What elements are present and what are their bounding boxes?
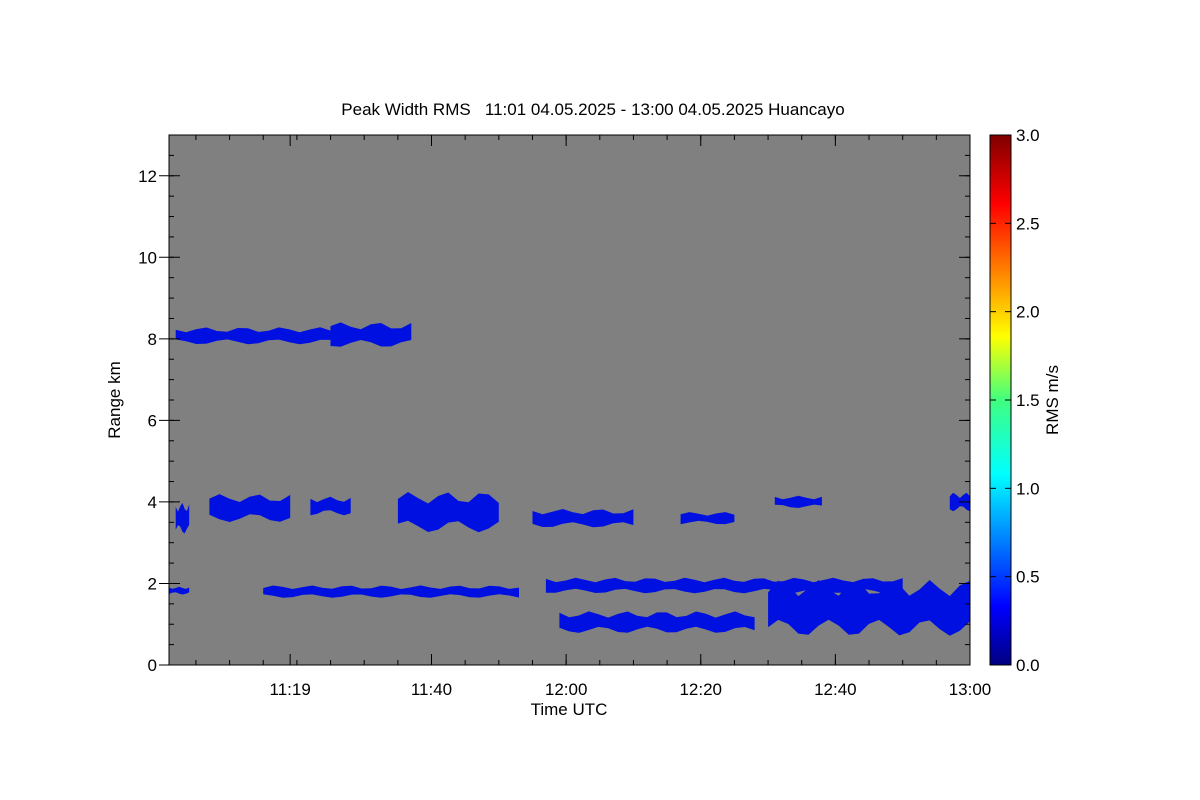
x-tick-label: 11:19 bbox=[270, 680, 311, 699]
y-tick-label: 0 bbox=[148, 656, 157, 675]
y-tick-label: 10 bbox=[138, 248, 157, 267]
colorbar-tick-label: 1.0 bbox=[1016, 479, 1040, 498]
echo-region bbox=[532, 509, 634, 528]
echo-region bbox=[545, 577, 903, 594]
plot-background bbox=[169, 135, 970, 665]
echo-region bbox=[175, 327, 331, 345]
colorbar-ticks: 0.0 0.5 1.0 1.5 2.0 2.5 3.0 bbox=[990, 126, 1040, 675]
echo-region bbox=[397, 492, 499, 533]
echo-region bbox=[559, 611, 755, 633]
echo-layer bbox=[169, 322, 970, 636]
echo-region bbox=[768, 580, 970, 636]
y-tick-label: 6 bbox=[148, 411, 157, 430]
colorbar-tick-label: 0.0 bbox=[1016, 656, 1040, 675]
x-tick-label: 12:20 bbox=[679, 680, 722, 699]
plot-area bbox=[168, 134, 971, 666]
y-axis: 0 2 4 6 8 10 12 bbox=[138, 154, 970, 675]
echo-region bbox=[169, 586, 190, 595]
colorbar-tick-label: 3.0 bbox=[1016, 126, 1040, 145]
y-tick-label: 2 bbox=[148, 574, 157, 593]
chart-title: Peak Width RMS 11:01 04.05.2025 - 13:00 … bbox=[341, 100, 844, 119]
echo-region bbox=[175, 502, 190, 534]
colorbar-tick-label: 2.5 bbox=[1016, 214, 1040, 233]
echo-region bbox=[774, 495, 822, 508]
echo-region bbox=[330, 322, 412, 347]
x-tick-label: 11:40 bbox=[411, 680, 452, 699]
colorbar-label: RMS m/s bbox=[1043, 365, 1062, 435]
x-tick-label: 13:00 bbox=[949, 680, 992, 699]
echo-region bbox=[209, 494, 291, 522]
x-axis: 11:19 11:40 12:00 12:20 12:40 13:00 bbox=[195, 135, 992, 699]
x-tick-label: 12:40 bbox=[814, 680, 857, 699]
y-tick-label: 8 bbox=[148, 330, 157, 349]
x-axis-label: Time UTC bbox=[531, 700, 608, 719]
x-tick-label: 12:00 bbox=[545, 680, 588, 699]
y-tick-label: 4 bbox=[148, 493, 157, 512]
colorbar: 0.0 0.5 1.0 1.5 2.0 2.5 3.0 RMS m/s bbox=[989, 126, 1062, 675]
echo-region bbox=[310, 496, 351, 516]
echo-region bbox=[263, 585, 519, 598]
colorbar-tick-label: 0.5 bbox=[1016, 568, 1040, 587]
colorbar-tick-label: 1.5 bbox=[1016, 391, 1040, 410]
echo-region bbox=[680, 512, 735, 525]
y-tick-label: 12 bbox=[138, 167, 157, 186]
y-axis-label: Range km bbox=[105, 361, 124, 438]
colorbar-tick-label: 2.0 bbox=[1016, 303, 1040, 322]
